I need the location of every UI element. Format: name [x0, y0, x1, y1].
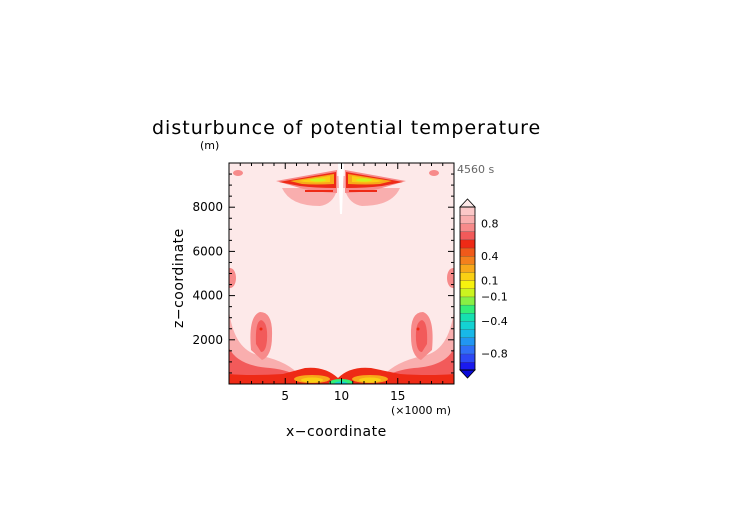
corner-spot-right [429, 170, 439, 176]
colorbar-label: −0.4 [481, 315, 508, 328]
y-tick-label: 4000 [192, 289, 223, 303]
colorbar-segment [459, 206, 476, 216]
colorbar-segment [459, 304, 476, 314]
colorbar-extend-top [459, 198, 476, 208]
x-tick-label: 10 [334, 389, 349, 403]
lobe-right [410, 312, 433, 360]
colorbar-label: 0.8 [481, 217, 499, 230]
x-tick-label: 5 [281, 389, 289, 403]
center-gap [338, 163, 344, 214]
colorbar-label: −0.8 [481, 348, 508, 361]
colorbar-label: −0.1 [481, 291, 508, 304]
colorbar-segment [459, 280, 476, 289]
colorbar-segment [459, 255, 476, 265]
y-axis-label: z−coordinate [171, 228, 187, 328]
colorbar-segment [459, 320, 476, 330]
time-label: 4560 s [457, 163, 494, 176]
top-wing-right [345, 170, 406, 193]
top-wing-left [276, 170, 337, 193]
colorbar-extend-bottom [459, 369, 476, 379]
axes: 5 10 15 2000 4000 6000 8000 [192, 162, 455, 403]
colorbar: 0.8 0.4 0.1 −0.1 −0.4 −0.8 [459, 198, 508, 379]
colorbar-segment [459, 247, 476, 257]
x-tick-label: 15 [390, 389, 405, 403]
y-tick-label: 6000 [192, 244, 223, 258]
colorbar-segment [459, 272, 476, 281]
colorbar-segment [459, 288, 476, 298]
colorbar-segment [459, 239, 476, 249]
colorbar-segment [459, 223, 476, 232]
colorbar-segment [459, 312, 476, 322]
x-axis-label: x−coordinate [286, 424, 387, 440]
colorbar-segment [459, 361, 476, 371]
colorbar-segment [459, 231, 476, 241]
colorbar-segment [459, 214, 476, 224]
colorbar-segment [459, 296, 476, 306]
upper-haze [282, 176, 400, 206]
corner-spot-left [233, 170, 243, 176]
colorbar-segment [459, 337, 476, 346]
colorbar-segment [459, 353, 476, 363]
x-units-label: (×1000 m) [391, 404, 451, 417]
chart-title: disturbunce of potential temperature [152, 117, 541, 139]
plot-area [229, 163, 454, 384]
y-tick-label: 8000 [192, 200, 223, 214]
colorbar-segment [459, 329, 476, 338]
colorbar-label: 0.4 [481, 250, 499, 263]
y-units-label: (m) [200, 139, 219, 152]
colorbar-segment [459, 263, 476, 273]
colorbar-segment [459, 345, 476, 355]
lobe-left [250, 312, 273, 360]
colorbar-frame [459, 206, 476, 371]
colorbar-label: 0.1 [481, 274, 499, 287]
y-tick-label: 2000 [192, 333, 223, 347]
